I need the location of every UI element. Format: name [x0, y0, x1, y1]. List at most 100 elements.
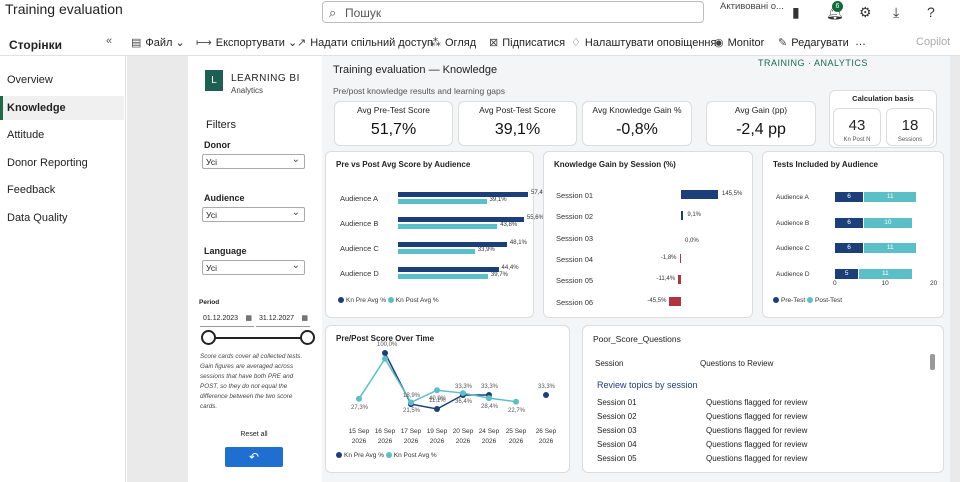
poor-score-questions-table: Poor_Score_Questions Session Questions t…	[582, 325, 944, 473]
gear-icon[interactable]: ⚙	[859, 4, 872, 20]
pages-label: Сторінки	[9, 38, 63, 52]
data-point[interactable]	[356, 395, 362, 402]
date-to-value: 31.12.2027	[259, 315, 295, 322]
chart-title: Pre vs Post Avg Score by Audience	[336, 160, 471, 169]
toolbar-item-4[interactable]: ⊠ Підписатися	[489, 36, 565, 49]
activation-notice[interactable]: Активовані о... залишилося ...	[720, 1, 784, 12]
app-title: Training evaluation	[5, 1, 123, 17]
toolbar-icon: ⁂	[430, 37, 441, 49]
sessions-label: Sessions	[897, 137, 923, 143]
table-row-questions: Questions flagged for review	[706, 426, 808, 435]
search-input[interactable]: ⌕ Пошук	[322, 1, 704, 23]
line-chart-svg	[356, 350, 549, 412]
data-point[interactable]	[382, 355, 388, 362]
tick-label: 16 Sep	[374, 428, 396, 435]
period-slider-start-handle[interactable]	[201, 330, 216, 345]
kpi-card: Avg Pre-Test Score 51,7%	[334, 101, 453, 146]
bar: 5	[835, 268, 859, 279]
data-label: 21,5%	[403, 408, 421, 415]
sidebar-item-donor-reporting[interactable]: Donor Reporting	[7, 156, 88, 169]
undo-icon: ↶	[248, 450, 260, 464]
date-from-input[interactable]: 01.12.2023 ▦	[200, 313, 254, 327]
language-dropdown[interactable]: Усі ⌄	[202, 260, 305, 275]
kpi-label: Avg Gain (pp)	[734, 105, 788, 115]
brand-subtitle: Analytics	[231, 86, 264, 95]
tick-label: 25 Sep	[505, 428, 527, 435]
data-label: 100,0%	[377, 342, 398, 348]
sidebar-item-data-quality[interactable]: Data Quality	[7, 212, 68, 224]
date-to-input[interactable]: 31.12.2027 ▦	[256, 313, 310, 327]
data-point[interactable]	[460, 390, 466, 397]
collapse-icon[interactable]: «	[106, 35, 113, 47]
toolbar-item-1[interactable]: ⟼ Експортувати ⌄	[196, 36, 297, 49]
brand-name: LEARNING BI	[231, 73, 300, 84]
toolbar-item-label: Monitor	[727, 37, 765, 49]
data-label: 39,1%	[489, 197, 507, 203]
sidebar-item-overview[interactable]: Overview	[7, 74, 53, 86]
table-title: Poor_Score_Questions	[593, 334, 681, 344]
data-point[interactable]	[543, 392, 549, 399]
data-label: 33,9%	[477, 247, 495, 253]
bar	[681, 211, 684, 221]
sidebar-item-feedback[interactable]: Feedback	[7, 184, 56, 197]
toolbar-item-label: Налаштувати оповіщення	[584, 37, 717, 49]
donor-dropdown[interactable]: Усі ⌄	[202, 154, 305, 169]
copilot-button[interactable]: Copilot	[916, 36, 951, 48]
toolbar-item-5[interactable]: ♢ Налаштувати оповіщення	[571, 36, 716, 49]
data-point[interactable]	[408, 399, 414, 406]
data-point[interactable]	[434, 406, 440, 412]
toolbar-item-label: Експортувати	[215, 37, 285, 49]
tick-label: 20	[930, 280, 938, 287]
report-tag: TRAINING · ANALYTICS	[758, 58, 868, 68]
tick-label-year: 2026	[403, 438, 419, 445]
table-row-session: Session 03	[597, 426, 637, 435]
toolbar-item-8[interactable]: …	[855, 36, 866, 48]
tests-included-chart: Tests Included by Audience Audience A 6 11 A…	[762, 151, 944, 318]
data-point[interactable]	[382, 350, 388, 356]
period-slider-track[interactable]	[209, 337, 309, 339]
period-slider-end-handle[interactable]	[300, 330, 315, 345]
layout-icon[interactable]: ▮	[792, 4, 800, 20]
donor-value: Усі	[206, 157, 217, 167]
toolbar-item-7[interactable]: ✎ Редагувати	[778, 36, 849, 49]
kpi-card: Avg Gain (pp) -2,4 pp	[706, 101, 816, 146]
data-label: -1,8%	[660, 254, 677, 261]
sidebar-item-knowledge[interactable]: Knowledge	[0, 95, 124, 120]
data-label: 39,7%	[490, 272, 508, 278]
audience-value: Усі	[206, 210, 217, 220]
data-point[interactable]	[434, 387, 440, 394]
calendar-icon: ▦	[245, 315, 252, 322]
table-row-session: Session 01	[597, 398, 637, 407]
col-header-questions[interactable]: Questions to Review	[700, 359, 774, 368]
col-header-session[interactable]: Session	[595, 359, 624, 368]
bar	[398, 192, 528, 197]
toolbar-item-label: Огляд	[445, 37, 477, 49]
sidebar-item-attitude[interactable]: Attitude	[7, 129, 45, 142]
tick-label-year: 2026	[508, 438, 524, 445]
audience-dropdown[interactable]: Усі ⌄	[202, 207, 305, 222]
data-label: 44,4%	[501, 265, 519, 271]
bar: 11	[864, 192, 917, 202]
table-row-questions: Questions flagged for review	[706, 398, 808, 407]
score-over-time-chart: Pre/Post Score Over Time 100,0% 18,9% 11,1%…	[325, 325, 570, 473]
bar	[679, 253, 681, 263]
download-icon[interactable]: ⤓	[893, 4, 900, 20]
data-point[interactable]	[513, 398, 519, 405]
data-point[interactable]	[486, 395, 492, 402]
score-note: Score cards cover all collected tests. G…	[200, 353, 303, 410]
reset-all-button[interactable]: ↶	[225, 447, 283, 467]
date-from-value: 01.12.2023	[203, 315, 239, 322]
help-icon[interactable]: ?	[927, 4, 935, 20]
data-label: 145,5%	[722, 191, 743, 197]
toolbar-item-6[interactable]: ◉ Monitor	[714, 36, 764, 49]
chevron-down-icon: ⌄	[291, 260, 300, 271]
kpi-label: Avg Post-Test Score	[479, 105, 556, 115]
toolbar-item-3[interactable]: ⁂ Огляд	[430, 36, 476, 49]
table-scrollbar[interactable]	[930, 354, 935, 370]
kpi-card: Avg Post-Test Score 39,1%	[458, 101, 577, 146]
toolbar-item-0[interactable]: ▤ Файл ⌄	[131, 36, 185, 49]
tick-label: 24 Sep	[478, 428, 500, 435]
toolbar-item-2[interactable]: ↗ Надати спільний доступ	[297, 36, 433, 49]
sessions-value: 18	[901, 117, 919, 134]
toolbar-icon: ♢	[571, 37, 581, 49]
